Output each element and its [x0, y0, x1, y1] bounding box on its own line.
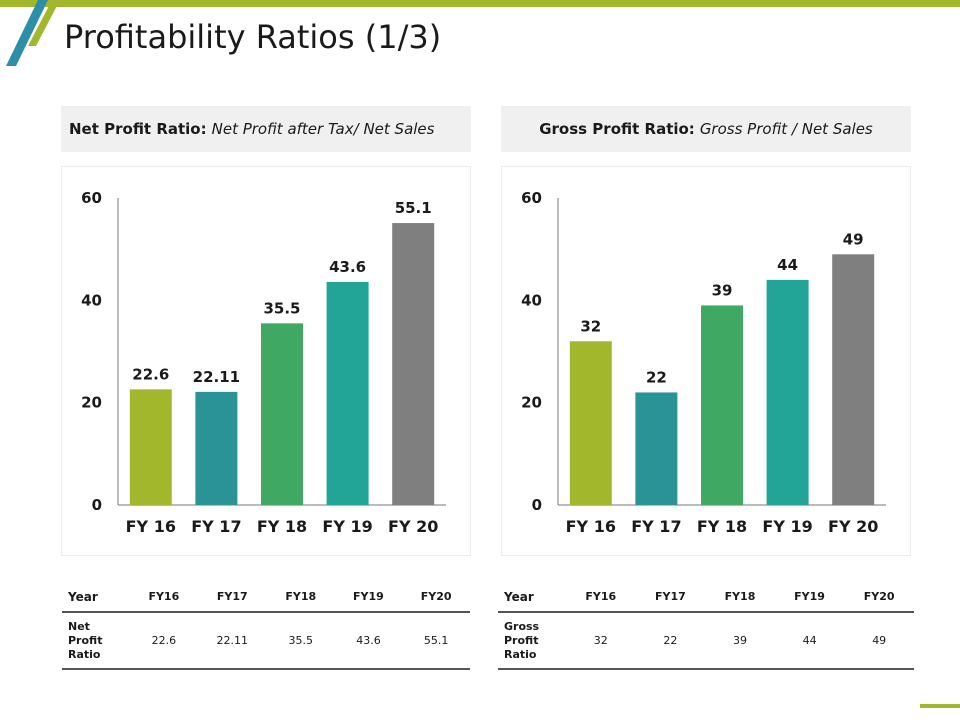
data-label: 55.1	[395, 199, 432, 217]
header-cell-year: Year	[62, 582, 130, 613]
y-tick-label: 40	[521, 291, 542, 309]
bar-fy-20	[392, 223, 435, 506]
gross-profit-table: Year FY16 FY17 FY18 FY19 FY20 Gross Profit Ratio…	[498, 582, 914, 670]
value-cell: 49	[844, 612, 914, 670]
value-cell: 44	[774, 612, 845, 670]
x-tick-label: FY 20	[388, 517, 438, 536]
header-cell: FY19	[774, 582, 845, 613]
table-row: Net Profit Ratio 22.6 22.11 35.5 43.6 55.1	[62, 612, 470, 670]
header-cell: FY18	[705, 582, 775, 613]
header-cell: FY16	[130, 582, 198, 613]
header-cell: FY17	[197, 582, 267, 613]
bar-fy-17	[635, 392, 678, 505]
gross-profit-chart: 0 20 40 60 32 FY 16 22 FY 17 39 FY 18 44 FY 19 49 FY …	[501, 166, 911, 556]
formula-label: Net Profit Ratio:	[69, 120, 207, 138]
gross-profit-chart-svg: 0 20 40 60 32 FY 16 22 FY 17 39 FY 18 44 FY 19 49 FY …	[521, 189, 886, 536]
net-profit-chart: 0 20 40 60 22.6 FY 16 22.11 FY 17 35.5 FY 18 43.6 F…	[61, 166, 471, 556]
formula-text: Gross Profit / Net Sales	[699, 120, 873, 138]
y-tick-label: 60	[81, 189, 102, 207]
x-tick-label: FY 19	[762, 517, 812, 536]
value-cell: 22.6	[130, 612, 198, 670]
net-profit-table: Year FY16 FY17 FY18 FY19 FY20 Net Profit Ratio 22…	[62, 582, 470, 670]
header-cell: FY19	[334, 582, 403, 613]
gross-profit-formula: Gross Profit Ratio: Gross Profit / Net S…	[501, 106, 911, 152]
row-label: Gross Profit Ratio	[498, 612, 566, 670]
bar-fy-18	[261, 323, 303, 505]
value-cell: 55.1	[402, 612, 470, 670]
data-label: 32	[580, 317, 601, 335]
value-cell: 22.11	[197, 612, 267, 670]
data-label: 22.6	[132, 365, 169, 383]
table-row: Gross Profit Ratio 32 22 39 44 49	[498, 612, 914, 670]
x-tick-label: FY 18	[697, 517, 747, 536]
bar-fy-19	[326, 281, 369, 505]
net-profit-chart-svg: 0 20 40 60 22.6 FY 16 22.11 FY 17 35.5 FY 18 43.6 F…	[81, 189, 446, 536]
header-cell-year: Year	[498, 582, 566, 613]
value-cell: 39	[705, 612, 775, 670]
value-cell: 22	[635, 612, 706, 670]
header-cell: FY18	[266, 582, 335, 613]
formula-label: Gross Profit Ratio:	[539, 120, 695, 138]
data-label: 43.6	[329, 258, 366, 276]
y-tick-label: 0	[92, 496, 102, 514]
data-label: 35.5	[263, 299, 300, 317]
bar-fy-17	[195, 391, 238, 505]
bar-fy-19	[766, 279, 809, 505]
bar-fy-16	[569, 341, 612, 505]
x-tick-label: FY 18	[257, 517, 307, 536]
bar-fy-18	[701, 305, 743, 505]
value-cell: 43.6	[334, 612, 403, 670]
x-tick-label: FY 16	[126, 517, 176, 536]
corner-stripes-decoration	[6, 0, 60, 66]
y-tick-label: 0	[532, 496, 542, 514]
header-cell: FY20	[844, 582, 914, 613]
value-cell: 35.5	[266, 612, 335, 670]
header-cell: FY20	[402, 582, 470, 613]
top-accent-bar	[0, 0, 960, 7]
x-tick-label: FY 17	[191, 517, 241, 536]
x-tick-label: FY 20	[828, 517, 878, 536]
page-title: Profitability Ratios (1/3)	[64, 18, 442, 56]
row-label: Net Profit Ratio	[62, 612, 130, 670]
header-cell: FY17	[635, 582, 706, 613]
formula-text: Net Profit after Tax/ Net Sales	[211, 120, 435, 138]
header-cell: FY16	[566, 582, 636, 613]
y-tick-label: 40	[81, 291, 102, 309]
bar-fy-16	[129, 389, 172, 505]
y-tick-label: 20	[81, 394, 102, 412]
bar-fy-20	[832, 254, 875, 505]
x-tick-label: FY 16	[566, 517, 616, 536]
data-label: 44	[777, 256, 798, 274]
y-tick-label: 60	[521, 189, 542, 207]
value-cell: 32	[566, 612, 636, 670]
table-header-row: Year FY16 FY17 FY18 FY19 FY20	[62, 582, 470, 613]
data-label: 22	[646, 368, 667, 386]
x-tick-label: FY 19	[322, 517, 372, 536]
data-label: 49	[843, 230, 864, 248]
net-profit-formula: Net Profit Ratio: Net Profit after Tax/ …	[61, 106, 471, 152]
y-tick-label: 20	[521, 394, 542, 412]
data-label: 22.11	[193, 368, 240, 386]
data-label: 39	[712, 281, 733, 299]
x-tick-label: FY 17	[631, 517, 681, 536]
table-header-row: Year FY16 FY17 FY18 FY19 FY20	[498, 582, 914, 613]
bottom-accent-bar	[920, 704, 960, 708]
